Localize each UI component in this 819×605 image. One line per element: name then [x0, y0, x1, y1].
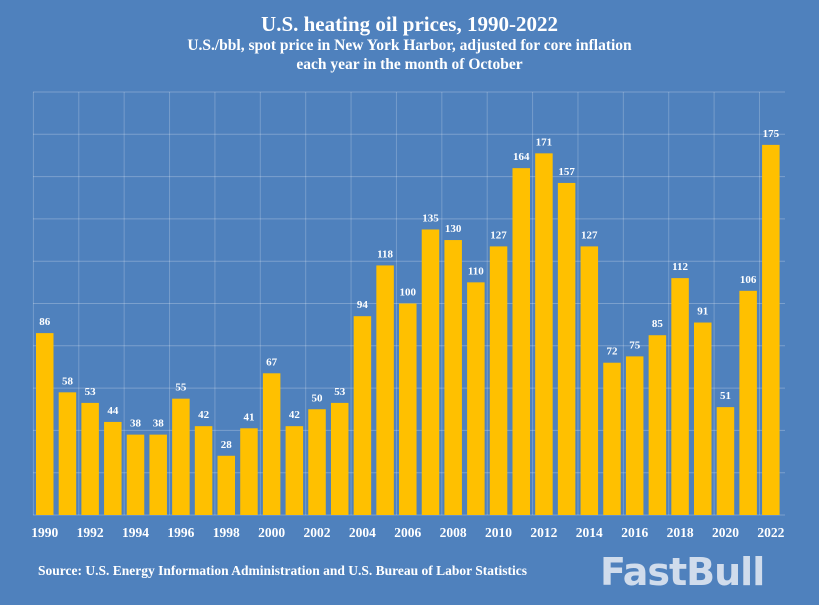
bar-2005: [376, 265, 394, 515]
x-tick-label-1996: 1996: [167, 525, 194, 540]
data-label-1999: 41: [243, 411, 254, 423]
bar-1998: [217, 455, 236, 515]
x-tick-label-1990: 1990: [31, 525, 58, 540]
bar-1992: [81, 402, 99, 515]
x-tick-label-2018: 2018: [667, 525, 694, 540]
bar-2014: [580, 246, 599, 515]
x-tick-label-2022: 2022: [757, 525, 784, 540]
bar-2009: [467, 282, 485, 515]
data-label-2000: 67: [266, 356, 278, 368]
bar-1993: [104, 421, 122, 515]
data-label-1995: 38: [153, 418, 165, 430]
bar-2022: [762, 144, 780, 515]
data-label-2004: 94: [357, 299, 369, 311]
bar-1996: [172, 398, 190, 515]
bar-2004: [353, 316, 372, 515]
data-label-2014: 127: [581, 229, 598, 241]
bar-1991: [58, 392, 77, 515]
data-label-1991: 58: [62, 375, 74, 387]
bar-1994: [126, 434, 145, 515]
x-tick-label-2016: 2016: [621, 525, 648, 540]
data-label-1998: 28: [221, 439, 233, 451]
chart-subtitle-line-1: U.S./bbl, spot price in New York Harbor,…: [187, 37, 632, 54]
data-label-2020: 51: [720, 390, 731, 402]
data-label-2009: 110: [468, 265, 484, 277]
x-tick-label-1992: 1992: [77, 525, 104, 540]
x-tick-label-1994: 1994: [122, 525, 149, 540]
x-tick-label-2010: 2010: [485, 525, 512, 540]
bar-2002: [308, 409, 326, 515]
bar-1997: [194, 426, 213, 515]
data-label-2003: 53: [334, 386, 346, 398]
data-label-1994: 38: [130, 418, 142, 430]
bar-2021: [739, 290, 757, 515]
data-label-2021: 106: [740, 274, 757, 286]
data-label-2019: 91: [697, 306, 708, 318]
x-tick-label-2000: 2000: [258, 525, 285, 540]
source-note: Source: U.S. Energy Information Administ…: [38, 563, 528, 578]
bar-2000: [262, 373, 281, 515]
data-label-2022: 175: [763, 128, 780, 140]
data-label-2017: 85: [652, 318, 664, 330]
data-label-1992: 53: [85, 386, 97, 398]
bar-2017: [648, 335, 667, 515]
bar-2019: [694, 322, 712, 515]
data-label-2010: 127: [490, 229, 507, 241]
bar-2013: [557, 182, 576, 515]
data-label-1990: 86: [39, 316, 51, 328]
bar-2015: [603, 362, 621, 515]
x-tick-label-2020: 2020: [712, 525, 739, 540]
data-label-2007: 135: [422, 212, 439, 224]
bar-2011: [512, 168, 530, 515]
bar-2012: [535, 153, 553, 515]
bar-2001: [285, 426, 304, 515]
data-label-1997: 42: [198, 409, 210, 421]
data-label-2015: 72: [607, 346, 619, 358]
data-label-2008: 130: [445, 223, 462, 235]
bar-2018: [671, 278, 689, 515]
x-tick-label-2012: 2012: [530, 525, 557, 540]
data-label-2016: 75: [629, 339, 641, 351]
watermark-logo: FastBull: [600, 550, 765, 594]
data-label-2013: 157: [558, 166, 575, 178]
bar-2003: [330, 402, 349, 515]
bar-2020: [716, 407, 735, 515]
data-label-2001: 42: [289, 409, 301, 421]
bar-2010: [489, 246, 508, 515]
x-tick-label-2008: 2008: [440, 525, 467, 540]
bar-1990: [36, 333, 54, 515]
chart-title: U.S. heating oil prices, 1990-2022: [261, 12, 558, 36]
bar-1995: [149, 434, 167, 515]
x-tick-label-2002: 2002: [304, 525, 331, 540]
data-label-1996: 55: [175, 382, 187, 394]
data-label-2006: 100: [400, 287, 417, 299]
x-tick-label-1998: 1998: [213, 525, 240, 540]
bar-2006: [399, 303, 417, 515]
x-tick-label-2004: 2004: [349, 525, 376, 540]
chart-subtitle-line-2: each year in the month of October: [296, 56, 523, 73]
data-label-2005: 118: [377, 248, 393, 260]
bar-1999: [240, 428, 258, 515]
bar-2007: [421, 229, 440, 515]
data-label-2002: 50: [312, 392, 324, 404]
bar-2008: [444, 240, 462, 516]
data-label-2012: 171: [536, 136, 553, 148]
data-label-2011: 164: [513, 151, 530, 163]
x-tick-label-2006: 2006: [394, 525, 421, 540]
data-label-1993: 44: [107, 405, 119, 417]
data-label-2018: 112: [672, 261, 688, 273]
x-tick-label-2014: 2014: [576, 525, 603, 540]
bar-2016: [625, 356, 644, 515]
